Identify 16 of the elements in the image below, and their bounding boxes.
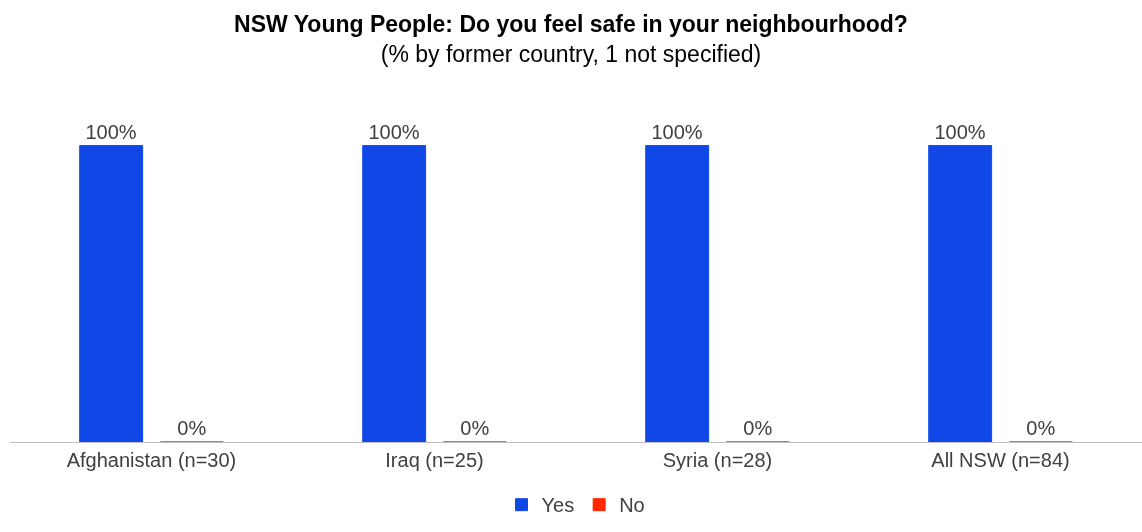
data-label: 100% [368,120,420,143]
chart-title: NSW Young People: Do you feel safe in your neighbourhood? [234,10,908,37]
x-tick-label: Afghanistan (n=30) [66,449,237,471]
x-tick-label: All NSW (n=84) [931,449,1070,471]
x-tick-label: Iraq (n=25) [385,449,484,471]
data-label: 0% [743,417,773,439]
x-tick-label: Syria (n=28) [662,449,773,471]
data-label: 0% [1026,417,1056,439]
data-label: 0% [460,417,490,439]
data-label: 100% [85,120,137,143]
legend-label: No [619,494,645,517]
data-label: 100% [651,120,703,143]
legend-label: Yes [541,494,575,517]
data-label: 0% [177,417,207,439]
data-label: 100% [934,120,986,143]
chart-subtitle: (% by former country, 1 not specified) [380,40,762,67]
